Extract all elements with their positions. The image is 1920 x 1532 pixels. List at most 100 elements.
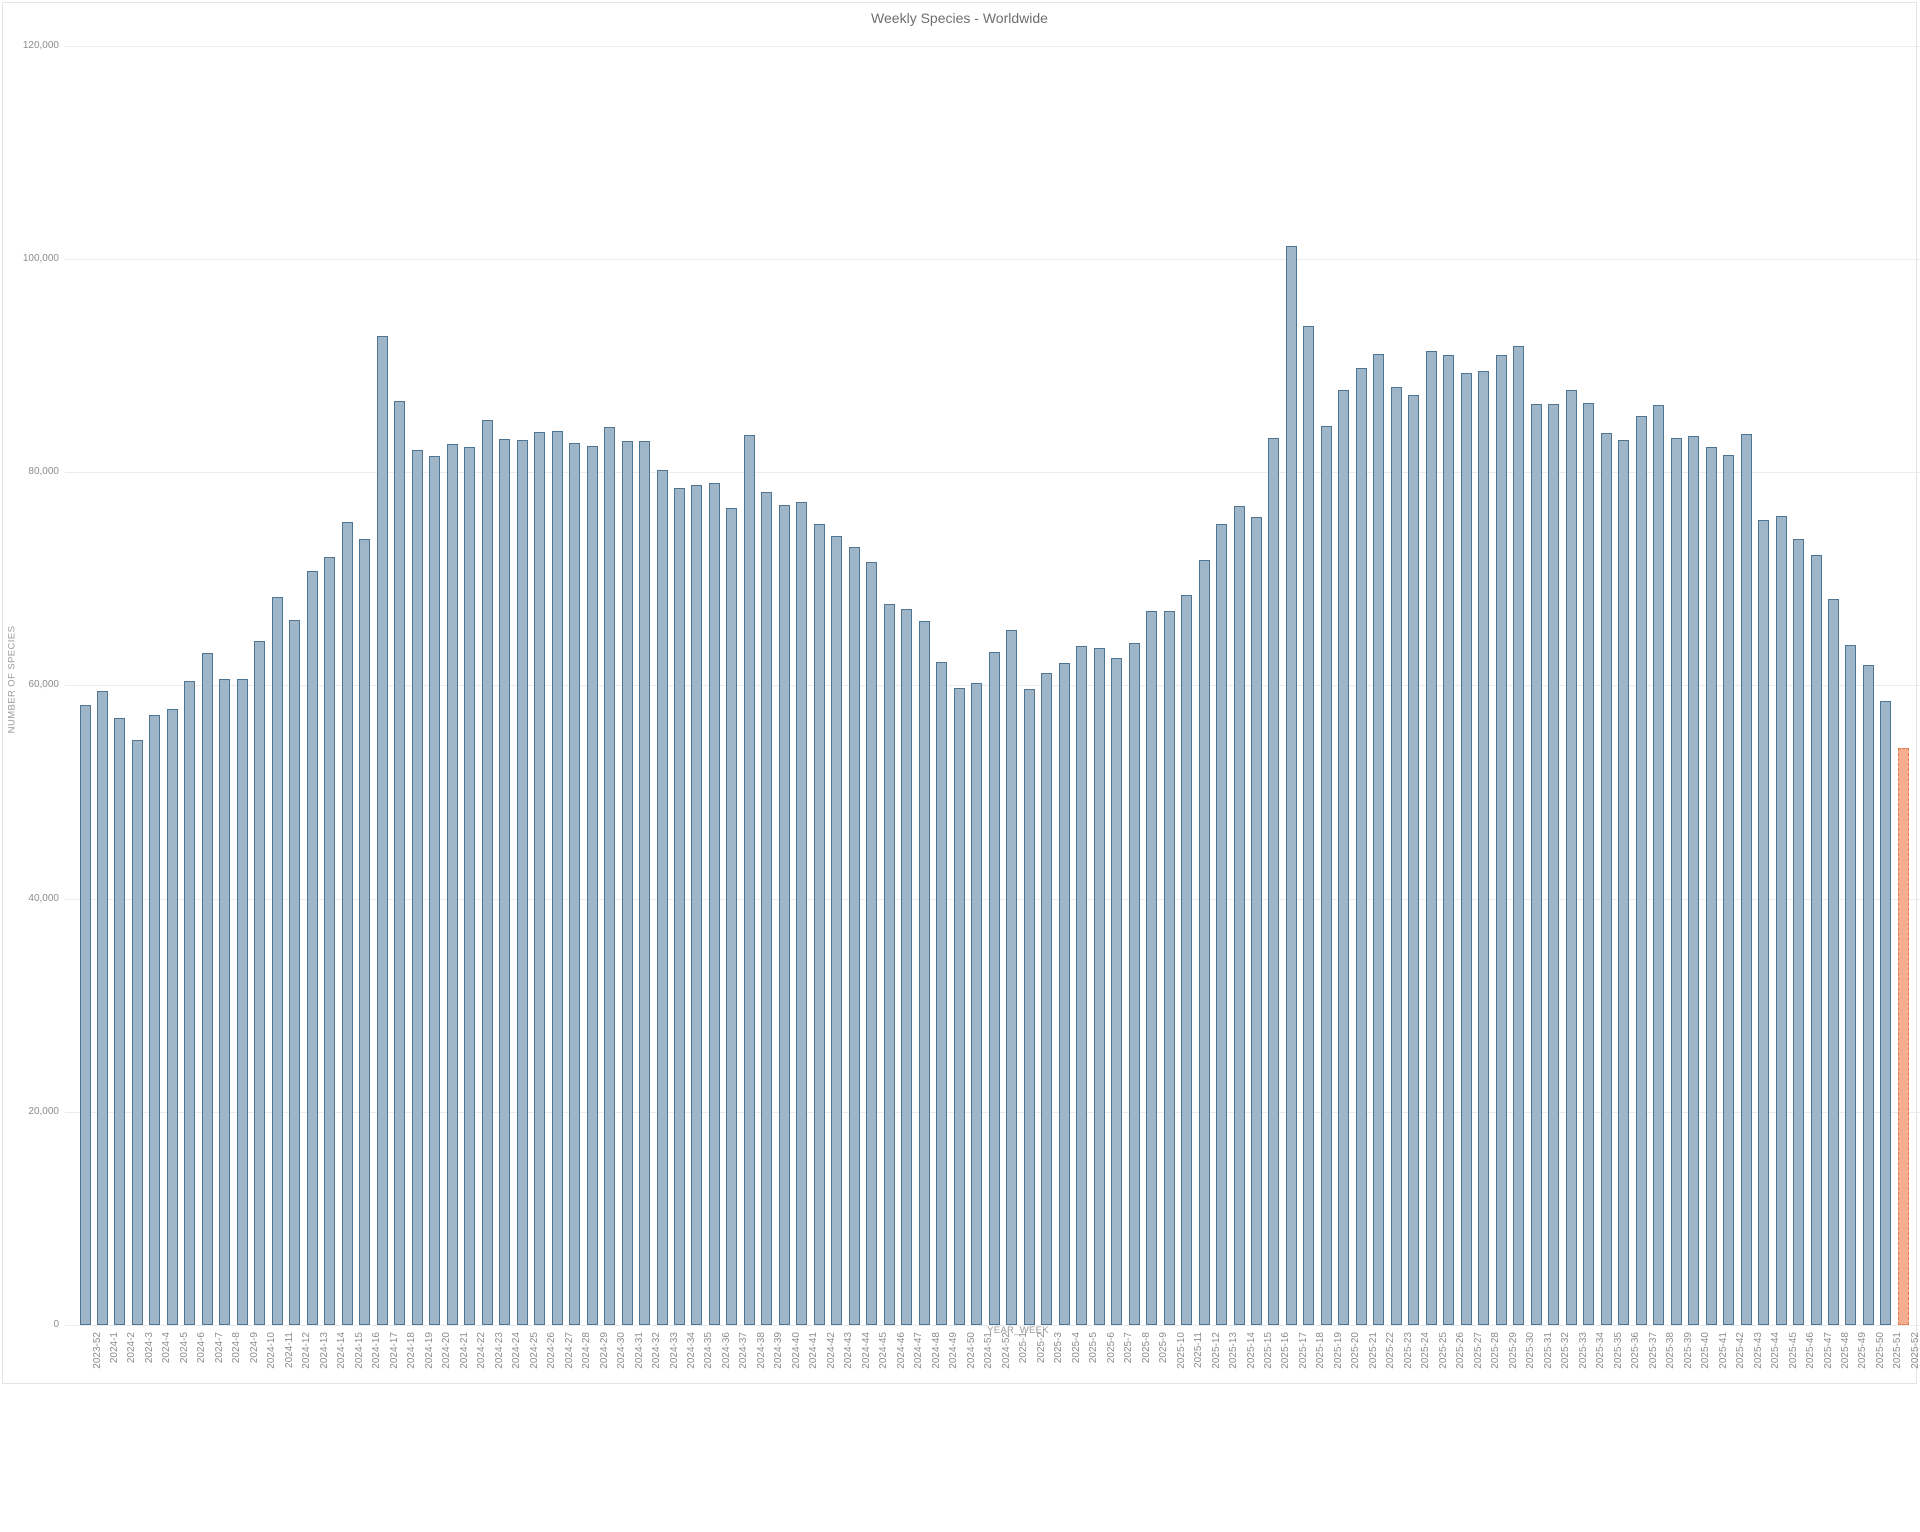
bar[interactable] — [1163, 610, 1175, 1325]
bar[interactable] — [796, 502, 808, 1325]
bar[interactable] — [166, 708, 178, 1325]
bar[interactable] — [219, 679, 231, 1325]
bar[interactable] — [201, 653, 213, 1325]
bar[interactable] — [1023, 688, 1035, 1325]
bar[interactable] — [639, 441, 651, 1325]
bar[interactable] — [464, 446, 476, 1325]
bar[interactable] — [1828, 599, 1839, 1325]
bar[interactable] — [1250, 516, 1262, 1325]
bar[interactable] — [604, 427, 616, 1325]
bar[interactable] — [1338, 390, 1350, 1325]
bar[interactable] — [1670, 438, 1682, 1325]
bar[interactable] — [289, 620, 301, 1325]
bar[interactable] — [1548, 403, 1560, 1325]
bar[interactable] — [1268, 438, 1280, 1325]
bar[interactable] — [1041, 672, 1053, 1325]
bar[interactable] — [324, 557, 336, 1325]
bar[interactable] — [691, 484, 703, 1325]
bar[interactable] — [831, 536, 843, 1325]
bar[interactable] — [1303, 326, 1315, 1325]
bar[interactable] — [1758, 520, 1770, 1325]
bar[interactable] — [656, 470, 668, 1325]
bar[interactable] — [1530, 403, 1542, 1325]
bar[interactable] — [1390, 386, 1402, 1325]
bar[interactable] — [429, 456, 441, 1325]
bar[interactable] — [446, 444, 458, 1325]
bar[interactable] — [114, 718, 126, 1325]
bar[interactable] — [499, 439, 511, 1325]
bar[interactable] — [1373, 353, 1385, 1325]
bar[interactable] — [184, 681, 196, 1325]
bar[interactable] — [1793, 539, 1805, 1325]
bar[interactable] — [1495, 354, 1507, 1325]
bar[interactable] — [971, 683, 983, 1325]
bar[interactable] — [1146, 610, 1158, 1325]
bar[interactable] — [1862, 665, 1874, 1325]
bar[interactable] — [1600, 432, 1612, 1325]
bar[interactable] — [1635, 415, 1647, 1325]
bar[interactable] — [1216, 524, 1228, 1325]
bar[interactable] — [1583, 402, 1595, 1325]
bar[interactable] — [778, 505, 790, 1325]
bar[interactable] — [936, 661, 948, 1325]
bar[interactable] — [1740, 433, 1752, 1325]
bar[interactable] — [306, 571, 318, 1325]
bar[interactable] — [131, 739, 143, 1325]
bar[interactable] — [551, 430, 563, 1325]
bar[interactable] — [1653, 405, 1665, 1325]
bar[interactable] — [1198, 559, 1210, 1325]
bar[interactable] — [359, 539, 371, 1325]
bar[interactable] — [848, 546, 860, 1325]
bar[interactable] — [1058, 663, 1070, 1325]
bar[interactable] — [918, 621, 930, 1325]
bar[interactable] — [96, 690, 108, 1325]
bar[interactable] — [481, 419, 493, 1325]
bar[interactable] — [1723, 455, 1735, 1325]
bar[interactable] — [673, 488, 685, 1325]
bar[interactable] — [1355, 367, 1367, 1325]
bar[interactable] — [1425, 350, 1437, 1325]
bar[interactable] — [953, 687, 965, 1325]
bar[interactable] — [516, 440, 528, 1325]
bar[interactable] — [1181, 594, 1193, 1325]
bar[interactable] — [1006, 629, 1018, 1325]
bar[interactable] — [1513, 346, 1525, 1325]
bar[interactable] — [1443, 354, 1455, 1325]
bar[interactable] — [1408, 395, 1420, 1325]
bar[interactable] — [236, 679, 248, 1325]
bar[interactable] — [988, 652, 1000, 1325]
bar[interactable] — [376, 335, 388, 1325]
bar[interactable] — [1705, 446, 1717, 1325]
bar[interactable] — [1460, 373, 1472, 1325]
bar[interactable] — [149, 715, 161, 1325]
bar[interactable] — [1285, 246, 1297, 1325]
bar[interactable] — [1775, 515, 1787, 1325]
bar[interactable] — [534, 431, 546, 1325]
bar[interactable] — [271, 596, 283, 1325]
bar[interactable] — [586, 445, 598, 1325]
bar[interactable] — [1880, 701, 1892, 1325]
bar[interactable] — [883, 604, 895, 1325]
bar[interactable] — [1111, 657, 1123, 1325]
bar[interactable] — [743, 434, 755, 1325]
bar[interactable] — [411, 449, 423, 1325]
bar[interactable] — [1478, 370, 1490, 1325]
bar[interactable] — [621, 441, 633, 1325]
bar[interactable] — [1618, 440, 1630, 1325]
bar[interactable] — [254, 640, 266, 1325]
bar[interactable] — [866, 561, 878, 1325]
bar[interactable] — [79, 704, 91, 1325]
bar[interactable] — [1688, 435, 1700, 1325]
bar[interactable] — [1233, 506, 1245, 1325]
bar[interactable] — [1565, 390, 1577, 1325]
bar-current-week[interactable] — [1897, 748, 1909, 1325]
bar[interactable] — [341, 522, 353, 1325]
bar[interactable] — [394, 400, 406, 1325]
bar[interactable] — [726, 508, 738, 1325]
bar[interactable] — [708, 482, 720, 1325]
bar[interactable] — [1320, 426, 1332, 1325]
bar[interactable] — [1845, 644, 1857, 1325]
bar[interactable] — [813, 524, 825, 1325]
bar[interactable] — [761, 492, 773, 1325]
bar[interactable] — [1810, 555, 1822, 1325]
